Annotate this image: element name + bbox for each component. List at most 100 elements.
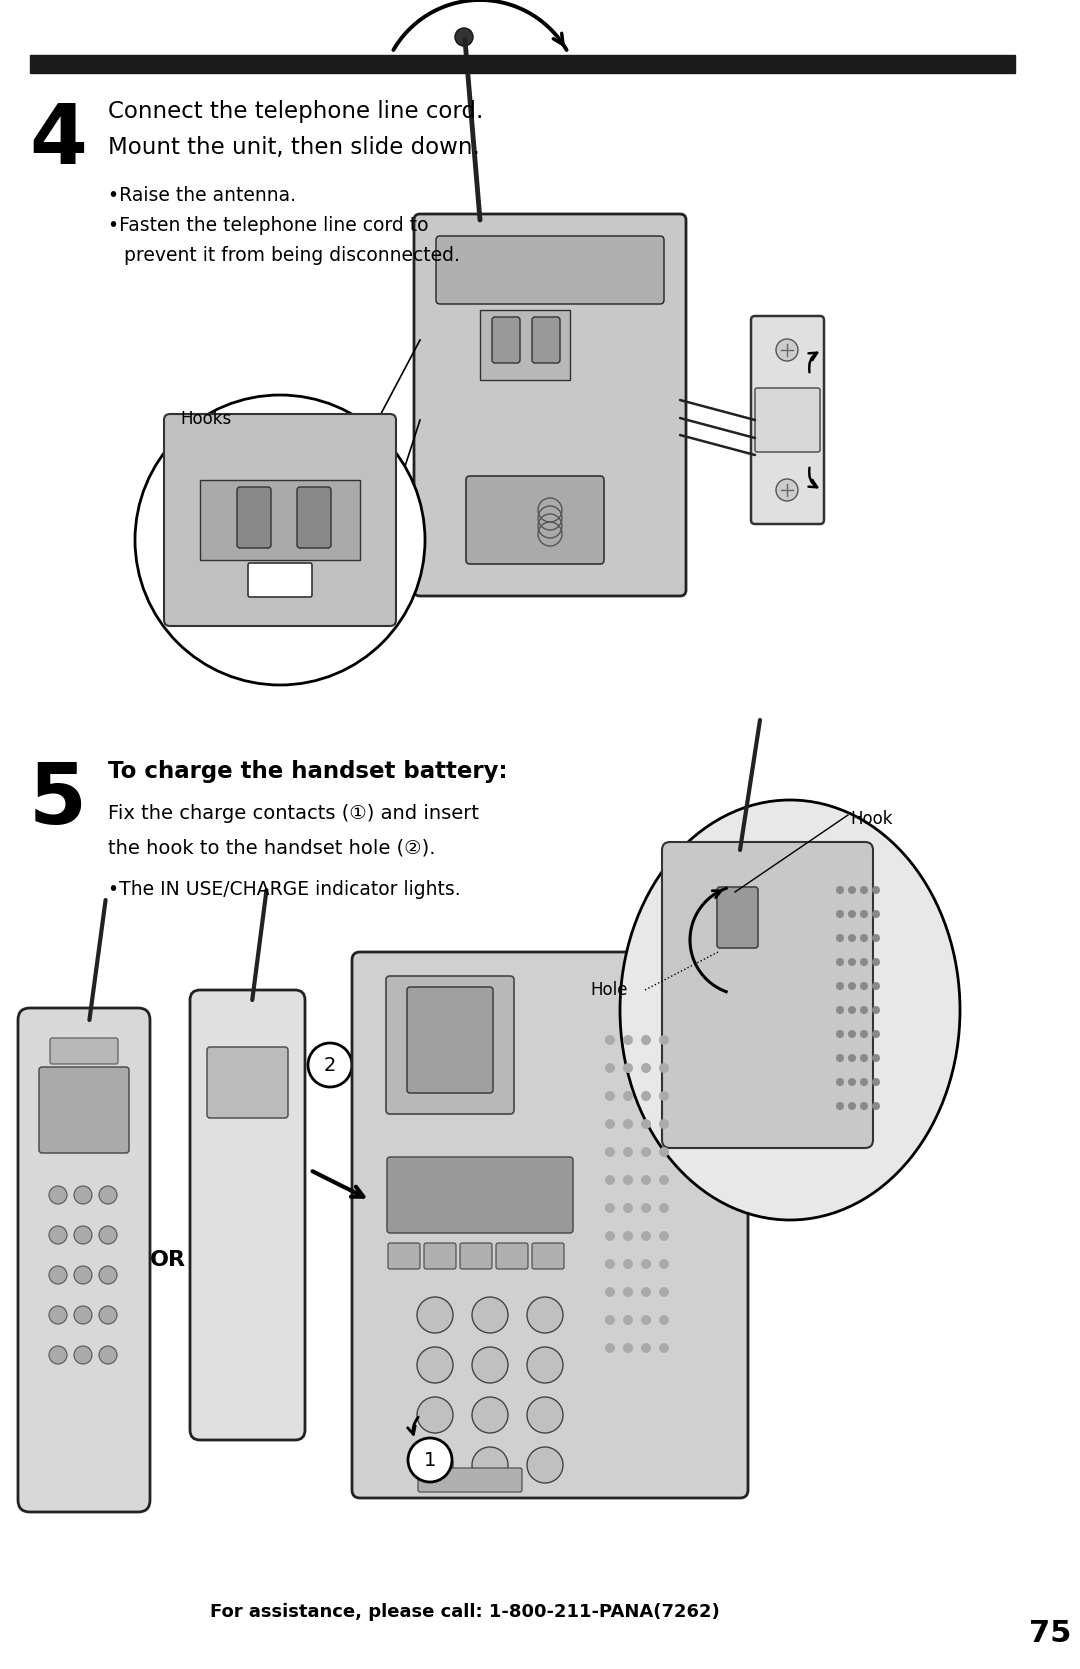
Text: 1: 1 — [423, 1450, 436, 1469]
Circle shape — [623, 1035, 633, 1045]
Text: •Fasten the telephone line cord to: •Fasten the telephone line cord to — [108, 215, 429, 235]
Circle shape — [642, 1063, 651, 1073]
Circle shape — [836, 1102, 843, 1110]
Circle shape — [836, 1055, 843, 1061]
FancyBboxPatch shape — [460, 1243, 492, 1268]
FancyBboxPatch shape — [717, 886, 758, 948]
Circle shape — [659, 1315, 669, 1325]
Circle shape — [642, 1232, 651, 1242]
Circle shape — [872, 1102, 880, 1110]
Circle shape — [860, 935, 868, 941]
Circle shape — [605, 1063, 615, 1073]
Circle shape — [623, 1118, 633, 1128]
Circle shape — [417, 1297, 453, 1334]
Circle shape — [623, 1287, 633, 1297]
FancyBboxPatch shape — [190, 990, 305, 1440]
Circle shape — [848, 935, 856, 941]
FancyBboxPatch shape — [424, 1243, 456, 1268]
Circle shape — [642, 1258, 651, 1268]
Circle shape — [872, 886, 880, 895]
Text: 4: 4 — [29, 100, 87, 180]
Circle shape — [642, 1203, 651, 1213]
FancyBboxPatch shape — [418, 1469, 522, 1492]
Circle shape — [49, 1307, 67, 1324]
FancyBboxPatch shape — [388, 1243, 420, 1268]
Circle shape — [527, 1297, 563, 1334]
Circle shape — [642, 1344, 651, 1354]
FancyBboxPatch shape — [755, 387, 820, 452]
Circle shape — [659, 1118, 669, 1128]
Text: To charge the handset battery:: To charge the handset battery: — [108, 759, 508, 783]
Circle shape — [623, 1203, 633, 1213]
Text: 2: 2 — [324, 1055, 336, 1075]
Circle shape — [605, 1035, 615, 1045]
Circle shape — [659, 1232, 669, 1242]
Circle shape — [623, 1092, 633, 1102]
Circle shape — [848, 981, 856, 990]
Circle shape — [417, 1397, 453, 1434]
Circle shape — [527, 1447, 563, 1484]
Circle shape — [642, 1092, 651, 1102]
Circle shape — [659, 1092, 669, 1102]
Circle shape — [659, 1287, 669, 1297]
Circle shape — [860, 958, 868, 966]
Circle shape — [99, 1267, 117, 1283]
Circle shape — [623, 1147, 633, 1157]
Text: 75: 75 — [1029, 1619, 1071, 1647]
Circle shape — [408, 1439, 453, 1482]
Circle shape — [872, 958, 880, 966]
Circle shape — [848, 1102, 856, 1110]
Circle shape — [860, 1078, 868, 1087]
Text: Connect the telephone line cord.: Connect the telephone line cord. — [108, 100, 484, 124]
Circle shape — [605, 1344, 615, 1354]
Circle shape — [860, 1030, 868, 1038]
Circle shape — [848, 910, 856, 918]
Circle shape — [642, 1035, 651, 1045]
Bar — [480, 310, 570, 381]
Circle shape — [49, 1227, 67, 1243]
Circle shape — [99, 1187, 117, 1203]
Circle shape — [417, 1347, 453, 1384]
Text: the hook to the handset hole (②).: the hook to the handset hole (②). — [108, 838, 435, 856]
FancyBboxPatch shape — [532, 1243, 564, 1268]
Circle shape — [75, 1307, 92, 1324]
Circle shape — [836, 886, 843, 895]
Circle shape — [642, 1147, 651, 1157]
Circle shape — [848, 1006, 856, 1015]
Circle shape — [623, 1063, 633, 1073]
FancyBboxPatch shape — [386, 976, 514, 1113]
FancyBboxPatch shape — [496, 1243, 528, 1268]
Circle shape — [75, 1267, 92, 1283]
Circle shape — [99, 1227, 117, 1243]
Circle shape — [836, 1030, 843, 1038]
Circle shape — [623, 1315, 633, 1325]
Circle shape — [860, 981, 868, 990]
Bar — [200, 481, 360, 561]
Circle shape — [75, 1227, 92, 1243]
Circle shape — [605, 1203, 615, 1213]
Circle shape — [836, 1006, 843, 1015]
FancyBboxPatch shape — [248, 562, 312, 598]
Circle shape — [623, 1232, 633, 1242]
Circle shape — [659, 1035, 669, 1045]
FancyBboxPatch shape — [407, 986, 492, 1093]
Circle shape — [860, 1055, 868, 1061]
Circle shape — [75, 1345, 92, 1364]
FancyBboxPatch shape — [414, 214, 686, 596]
FancyBboxPatch shape — [352, 951, 748, 1499]
FancyBboxPatch shape — [18, 1008, 150, 1512]
Circle shape — [99, 1307, 117, 1324]
Circle shape — [605, 1315, 615, 1325]
Text: Fix the charge contacts (①) and insert: Fix the charge contacts (①) and insert — [108, 804, 480, 823]
Circle shape — [605, 1232, 615, 1242]
FancyBboxPatch shape — [532, 317, 561, 362]
Circle shape — [135, 396, 426, 684]
Circle shape — [308, 1043, 352, 1087]
Circle shape — [848, 1055, 856, 1061]
Circle shape — [860, 1006, 868, 1015]
Circle shape — [623, 1175, 633, 1185]
Circle shape — [99, 1345, 117, 1364]
Circle shape — [848, 1078, 856, 1087]
Circle shape — [777, 339, 798, 361]
Circle shape — [642, 1175, 651, 1185]
